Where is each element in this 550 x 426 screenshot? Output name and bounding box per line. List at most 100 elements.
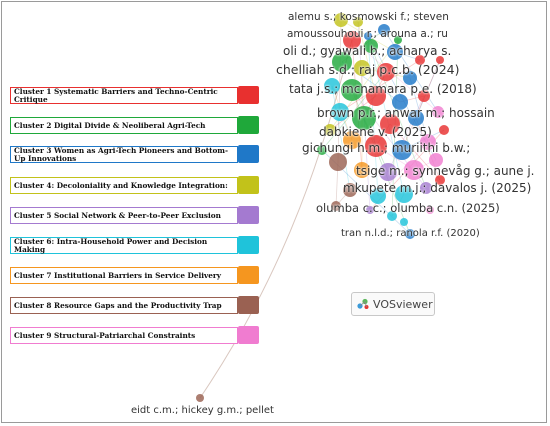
legend-label: Cluster 4: Decoloniality and Knowledge I…: [14, 180, 228, 190]
network-node: [378, 24, 390, 36]
legend-item-cluster-5: Cluster 5 Social Network & Peer-to-Peer …: [10, 207, 238, 224]
vosviewer-logo-text: VOSviewer: [373, 297, 433, 311]
network-node: [329, 153, 347, 171]
legend-swatch-cluster-6: [238, 236, 259, 254]
network-node: [404, 160, 424, 180]
network-node: [400, 218, 408, 226]
network-nodes: [196, 13, 449, 402]
network-node: [354, 162, 370, 178]
network-node: [324, 124, 336, 136]
network-edge: [409, 77, 429, 143]
network-node: [392, 94, 408, 110]
network-node: [432, 106, 444, 118]
network-node: [331, 103, 349, 121]
network-node: [435, 175, 445, 185]
legend-item-cluster-7: Cluster 7 Institutional Barriers in Serv…: [10, 267, 238, 284]
network-node: [420, 134, 436, 150]
network-node: [332, 52, 352, 72]
legend-item-cluster-2: Cluster 2 Digital Divide & Neoliberal Ag…: [10, 117, 238, 134]
legend-swatch-cluster-2: [238, 116, 259, 134]
network-node: [341, 79, 363, 101]
legend-swatch-cluster-9: [238, 326, 259, 344]
vosviewer-icon: [357, 298, 369, 309]
network-node: [387, 44, 403, 60]
network-node: [370, 188, 386, 204]
legend-label: Cluster 5 Social Network & Peer-to-Peer …: [14, 210, 221, 220]
network-edge: [401, 59, 441, 151]
network-node: [366, 206, 374, 214]
node-label: amoussouhoui r.; arouna a.; ru: [287, 28, 448, 40]
legend-swatch-cluster-5: [238, 206, 259, 224]
network-edge: [387, 95, 425, 173]
network-node: [387, 211, 397, 221]
network-edge: [389, 123, 441, 181]
network-node: [343, 31, 361, 49]
legend-swatch-cluster-3: [238, 145, 259, 163]
network-node: [317, 145, 327, 155]
network-node: [395, 185, 413, 203]
network-edge: [341, 61, 401, 103]
legend-item-cluster-9: Cluster 9 Structural-Patriarchal Constra…: [10, 327, 238, 344]
network-node: [331, 201, 341, 211]
network-node: [405, 229, 415, 239]
network-edge: [321, 71, 387, 151]
network-edge: [351, 39, 363, 171]
network-node: [364, 32, 372, 40]
network-node: [379, 163, 397, 181]
legend-swatch-cluster-1: [238, 86, 259, 104]
network-node: [352, 106, 376, 130]
network-node: [196, 394, 204, 402]
legend-item-cluster-4: Cluster 4: Decoloniality and Knowledge I…: [10, 177, 238, 194]
network-node: [353, 17, 363, 27]
network-node: [343, 183, 357, 197]
node-label: chelliah s.d.; raj p.c.b. (2024): [276, 62, 460, 77]
legend-label: Cluster 8 Resource Gaps and the Producti…: [14, 300, 222, 310]
node-label: olumba c.c.; olumba c.n. (2025): [316, 201, 500, 215]
network-node: [364, 39, 378, 53]
network-node: [436, 56, 444, 64]
node-label: tsige m.; synnevåg g.; aune j.: [356, 164, 535, 178]
network-node: [439, 125, 449, 135]
network-node: [392, 140, 412, 160]
node-label: eidt c.m.; hickey g.m.; pellet: [131, 405, 274, 416]
network-edge: [357, 21, 377, 97]
legend-label: Cluster 3 Women as Agri-Tech Pioneers an…: [14, 145, 229, 163]
legend-swatch-cluster-8: [238, 296, 259, 314]
legend-swatch-cluster-7: [238, 266, 259, 284]
network-node: [377, 63, 395, 81]
legend-label: Cluster 2 Digital Divide & Neoliberal Ag…: [14, 120, 206, 130]
network-node: [354, 60, 370, 76]
legend-swatch-cluster-4: [238, 176, 259, 194]
legend-item-cluster-1: Cluster 1 Systematic Barriers and Techno…: [10, 87, 238, 104]
network-edge: [331, 85, 351, 191]
network-node: [365, 135, 387, 157]
node-label: mkupete m.j.; davalos j. (2025): [343, 181, 532, 195]
legend-label: Cluster 7 Institutional Barriers in Serv…: [14, 270, 221, 280]
network-node: [420, 182, 432, 194]
network-node: [394, 36, 402, 44]
node-label: brown p.r.; anwar m.; hossain: [317, 106, 495, 120]
network-node: [380, 114, 400, 134]
network-edge: [337, 19, 342, 163]
network-node: [324, 78, 340, 94]
node-label: alemu s.; kosmowski f.; steven: [288, 11, 449, 23]
node-label: oli d.; gyawali b.; acharya s.: [283, 44, 452, 58]
legend-item-cluster-3: Cluster 3 Women as Agri-Tech Pioneers an…: [10, 146, 238, 163]
node-label: dabkienė v. (2025): [319, 125, 432, 139]
network-node: [418, 90, 430, 102]
network-node: [426, 206, 434, 214]
legend-label: Cluster 6: Intra-Household Power and Dec…: [14, 236, 208, 254]
network-edge: [377, 141, 429, 197]
vosviewer-logo: VOSviewer: [351, 292, 435, 316]
legend-label: Cluster 1 Systematic Barriers and Techno…: [14, 86, 218, 104]
network-node: [408, 110, 424, 126]
network-node: [343, 131, 361, 149]
legend-item-cluster-6: Cluster 6: Intra-Household Power and Dec…: [10, 237, 238, 254]
network-node: [415, 55, 425, 65]
node-label: tata j.s.; mcnamara p.e. (2018): [289, 82, 477, 96]
network-node: [429, 153, 443, 167]
network-node: [334, 13, 348, 27]
network-edge: [339, 59, 421, 113]
node-label: gichungi h.m.; muriithi b.w.;: [302, 141, 471, 155]
